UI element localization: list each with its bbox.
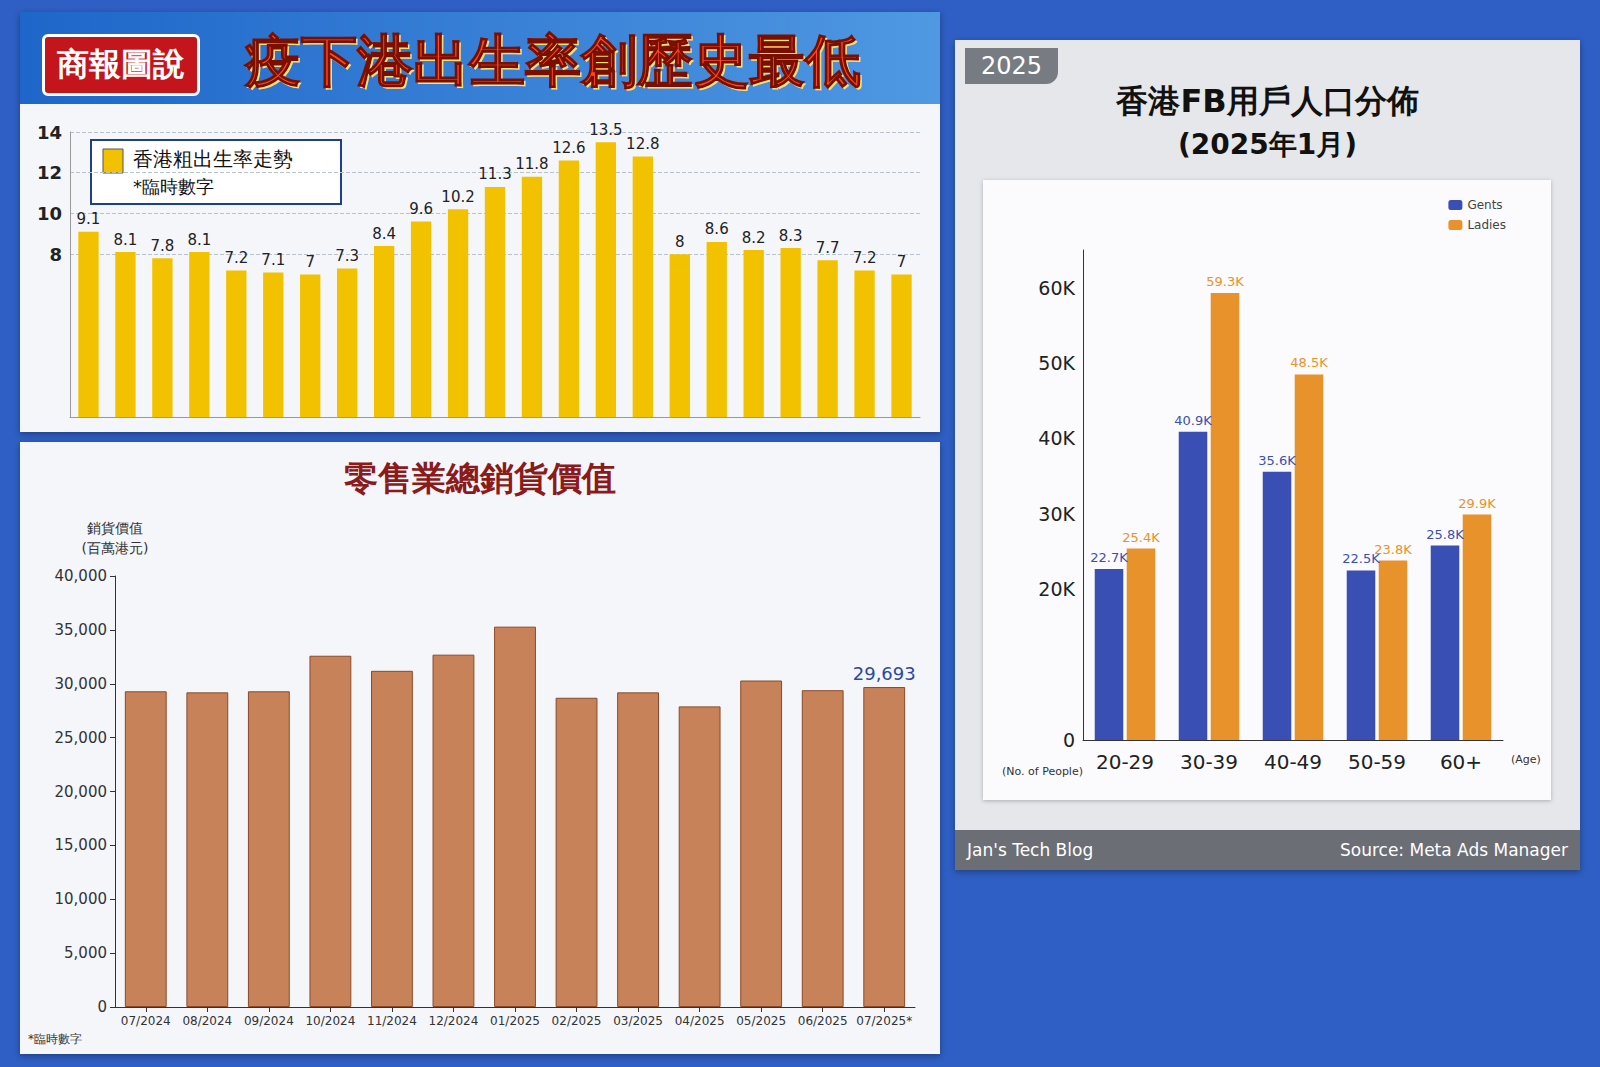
svg-text:40,000: 40,000 [55,567,108,585]
svg-text:7.1: 7.1 [261,251,285,269]
svg-text:8.1: 8.1 [114,231,138,249]
svg-text:22.5K: 22.5K [1342,551,1380,567]
svg-text:8.1: 8.1 [187,231,211,249]
html-text:(2025年1月): (2025年1月) [1178,128,1357,161]
svg-text:10.2: 10.2 [441,188,474,206]
svg-text:30-39: 30-39 [1180,750,1238,774]
svg-text:50-59: 50-59 [1348,750,1406,774]
svg-text:08/2024: 08/2024 [182,1014,232,1028]
svg-text:香港粗出生率走勢: 香港粗出生率走勢 [133,147,293,171]
svg-text:9.1: 9.1 [77,210,101,228]
svg-text:*臨時數字: *臨時數字 [28,1032,82,1046]
svg-text:30,000: 30,000 [55,675,108,693]
svg-text:09/2024: 09/2024 [244,1014,294,1028]
svg-text:8.2: 8.2 [742,229,766,247]
svg-text:12/2024: 12/2024 [429,1014,479,1028]
svg-text:7.2: 7.2 [224,249,248,267]
svg-text:22.7K: 22.7K [1090,550,1128,565]
html-text:商報圖說: 商報圖說 [57,45,185,83]
svg-text:*臨時數字: *臨時數字 [133,176,214,197]
svg-text:(No. of People): (No. of People) [1002,765,1083,778]
svg-text:10,000: 10,000 [55,890,108,908]
svg-text:40-49: 40-49 [1264,750,1322,774]
svg-text:29.9K: 29.9K [1458,496,1496,511]
svg-text:15,000: 15,000 [55,836,108,854]
svg-text:25.4K: 25.4K [1122,530,1160,545]
svg-text:07/2024: 07/2024 [121,1014,171,1028]
svg-text:7: 7 [305,253,315,271]
html-text:零售業總銷貨價值: 零售業總銷貨價值 [344,458,616,498]
svg-text:7: 7 [897,253,907,271]
svg-text:06/2025: 06/2025 [798,1014,848,1028]
svg-text:8: 8 [675,233,685,251]
svg-text:20K: 20K [1038,578,1075,600]
html-text:Source: Meta Ads Manager: Source: Meta Ads Manager [1340,840,1568,860]
svg-text:7.3: 7.3 [335,247,359,265]
svg-text:Gents: Gents [1467,198,1502,212]
svg-text:03/2025: 03/2025 [613,1014,663,1028]
svg-text:60K: 60K [1038,277,1075,299]
svg-text:8.4: 8.4 [372,225,396,243]
svg-text:7.2: 7.2 [853,249,877,267]
svg-text:48.5K: 48.5K [1290,355,1328,370]
svg-text:0: 0 [1063,729,1075,751]
svg-text:40K: 40K [1038,427,1075,449]
svg-text:02/2025: 02/2025 [552,1014,602,1028]
svg-text:25,000: 25,000 [55,729,108,747]
svg-text:29,693: 29,693 [853,663,916,684]
svg-text:(Age): (Age) [1511,753,1541,766]
svg-text:13.5: 13.5 [589,121,622,139]
svg-text:9.6: 9.6 [409,200,433,218]
svg-text:11.8: 11.8 [515,155,548,173]
svg-text:(百萬港元): (百萬港元) [82,540,149,556]
html-text:Jan's Tech Blog: Jan's Tech Blog [967,840,1094,860]
html-text:香港FB用戶人口分佈: 香港FB用戶人口分佈 [1116,82,1419,120]
svg-text:35.6K: 35.6K [1258,453,1296,468]
svg-text:30K: 30K [1038,503,1075,525]
svg-text:14: 14 [37,122,62,143]
svg-text:05/2025: 05/2025 [736,1014,786,1028]
svg-text:35,000: 35,000 [55,621,108,639]
svg-text:銷貨價值: 銷貨價值 [87,520,143,536]
svg-text:11.3: 11.3 [478,165,511,183]
svg-text:5,000: 5,000 [64,944,107,962]
svg-text:20-29: 20-29 [1096,750,1154,774]
svg-text:01/2025: 01/2025 [490,1014,540,1028]
html-text:2025: 2025 [981,52,1043,80]
svg-text:23.8K: 23.8K [1374,542,1412,557]
svg-text:50K: 50K [1038,352,1075,374]
svg-text:8: 8 [49,244,62,265]
svg-text:20,000: 20,000 [55,783,108,801]
svg-text:12: 12 [37,162,62,183]
svg-text:8.6: 8.6 [705,220,729,238]
svg-text:8.3: 8.3 [779,227,803,245]
svg-text:07/2025*: 07/2025* [856,1014,912,1028]
svg-text:7.8: 7.8 [150,237,174,255]
svg-text:0: 0 [97,998,107,1016]
html-text:疫下港出生率創歷史最低: 疫下港出生率創歷史最低 [245,28,861,93]
svg-text:04/2025: 04/2025 [675,1014,725,1028]
svg-text:25.8K: 25.8K [1426,527,1464,542]
svg-text:11/2024: 11/2024 [367,1014,417,1028]
svg-text:12.8: 12.8 [626,135,659,153]
svg-text:60+: 60+ [1440,750,1482,774]
svg-text:59.3K: 59.3K [1206,274,1244,289]
svg-text:10/2024: 10/2024 [305,1014,355,1028]
svg-text:12.6: 12.6 [552,139,585,157]
svg-text:Ladies: Ladies [1467,218,1506,232]
svg-text:10: 10 [37,203,62,224]
svg-text:7.7: 7.7 [816,239,840,257]
svg-text:40.9K: 40.9K [1174,413,1212,428]
